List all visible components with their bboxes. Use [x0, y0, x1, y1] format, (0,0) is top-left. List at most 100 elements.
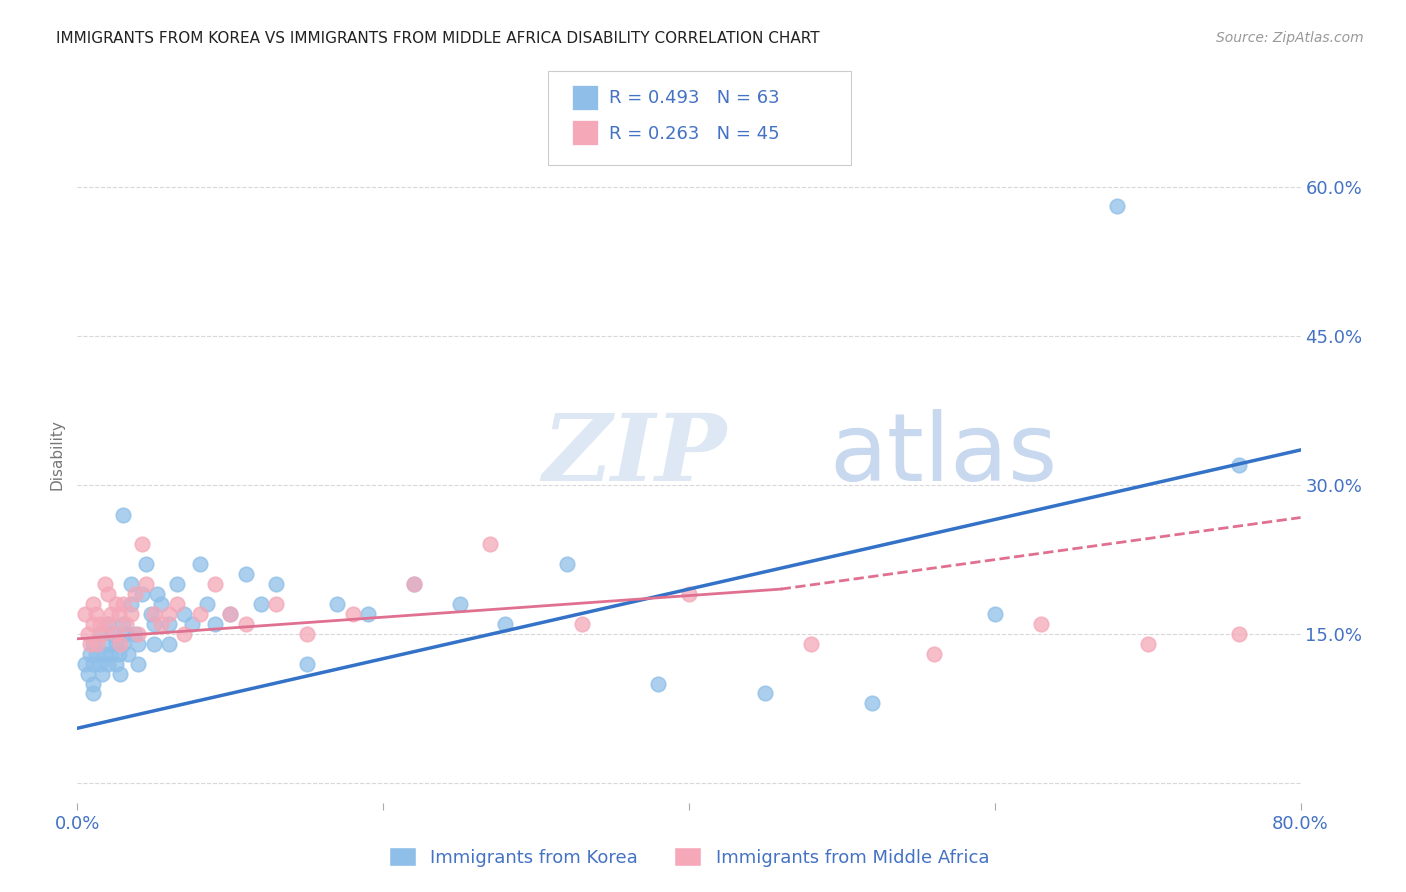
- Point: [120, 607, 142, 621]
- Point: [100, 647, 122, 661]
- Point: [104, 627, 127, 641]
- Point: [117, 647, 139, 661]
- Point: [449, 597, 471, 611]
- Point: [139, 607, 162, 621]
- Point: [204, 577, 226, 591]
- Y-axis label: Disability: Disability: [49, 419, 65, 491]
- Point: [90, 627, 112, 641]
- Point: [112, 637, 135, 651]
- Point: [124, 627, 146, 641]
- Point: [264, 597, 287, 611]
- Point: [166, 577, 188, 591]
- Point: [295, 657, 318, 671]
- Point: [82, 637, 104, 651]
- Point: [108, 637, 131, 651]
- Point: [1229, 458, 1251, 472]
- Point: [1107, 199, 1129, 213]
- Point: [342, 607, 364, 621]
- Text: atlas: atlas: [830, 409, 1057, 501]
- Point: [89, 657, 111, 671]
- Point: [1229, 627, 1251, 641]
- Point: [862, 697, 884, 711]
- Point: [166, 597, 188, 611]
- Point: [128, 627, 150, 641]
- Point: [402, 577, 425, 591]
- Point: [800, 637, 823, 651]
- Point: [142, 637, 165, 651]
- Point: [124, 587, 146, 601]
- Point: [86, 637, 108, 651]
- Point: [97, 616, 120, 631]
- Point: [555, 558, 578, 572]
- Point: [97, 637, 120, 651]
- Point: [89, 616, 111, 631]
- Point: [188, 607, 211, 621]
- Point: [104, 657, 127, 671]
- Point: [107, 607, 129, 621]
- Point: [157, 637, 180, 651]
- Point: [142, 616, 165, 631]
- Point: [115, 616, 138, 631]
- Point: [204, 616, 226, 631]
- Point: [173, 627, 195, 641]
- Point: [131, 587, 153, 601]
- Point: [150, 616, 173, 631]
- Point: [250, 597, 273, 611]
- Point: [495, 616, 517, 631]
- Point: [84, 647, 107, 661]
- Point: [128, 657, 150, 671]
- Point: [101, 627, 124, 641]
- Point: [97, 587, 120, 601]
- Point: [181, 616, 204, 631]
- Point: [112, 616, 135, 631]
- Point: [678, 587, 700, 601]
- Point: [647, 676, 669, 690]
- Point: [157, 607, 180, 621]
- Point: [131, 537, 153, 551]
- Point: [90, 666, 112, 681]
- Point: [108, 666, 131, 681]
- Point: [104, 597, 127, 611]
- Point: [100, 607, 122, 621]
- Point: [120, 597, 142, 611]
- Point: [104, 637, 127, 651]
- Point: [112, 508, 135, 522]
- Point: [73, 607, 96, 621]
- Point: [120, 577, 142, 591]
- Point: [77, 666, 100, 681]
- Point: [79, 647, 101, 661]
- Point: [135, 577, 157, 591]
- Point: [402, 577, 425, 591]
- Point: [107, 647, 129, 661]
- Point: [97, 616, 120, 631]
- Text: Source: ZipAtlas.com: Source: ZipAtlas.com: [1216, 31, 1364, 45]
- Point: [115, 627, 138, 641]
- Point: [235, 567, 257, 582]
- Point: [146, 587, 169, 601]
- Point: [235, 616, 257, 631]
- Point: [157, 616, 180, 631]
- Point: [112, 597, 135, 611]
- Text: ZIP: ZIP: [543, 410, 727, 500]
- Point: [922, 647, 945, 661]
- Point: [142, 607, 165, 621]
- Point: [173, 607, 195, 621]
- Point: [219, 607, 242, 621]
- Point: [82, 676, 104, 690]
- Point: [73, 657, 96, 671]
- Point: [82, 616, 104, 631]
- Point: [82, 686, 104, 700]
- Point: [295, 627, 318, 641]
- Point: [94, 577, 117, 591]
- Point: [84, 607, 107, 621]
- Text: R = 0.493   N = 63: R = 0.493 N = 63: [609, 89, 779, 107]
- Point: [326, 597, 349, 611]
- Point: [357, 607, 380, 621]
- Text: IMMIGRANTS FROM KOREA VS IMMIGRANTS FROM MIDDLE AFRICA DISABILITY CORRELATION CH: IMMIGRANTS FROM KOREA VS IMMIGRANTS FROM…: [56, 31, 820, 46]
- Point: [135, 558, 157, 572]
- Point: [97, 657, 120, 671]
- Legend: Immigrants from Korea, Immigrants from Middle Africa: Immigrants from Korea, Immigrants from M…: [381, 840, 997, 874]
- Point: [82, 597, 104, 611]
- Point: [984, 607, 1007, 621]
- Point: [188, 558, 211, 572]
